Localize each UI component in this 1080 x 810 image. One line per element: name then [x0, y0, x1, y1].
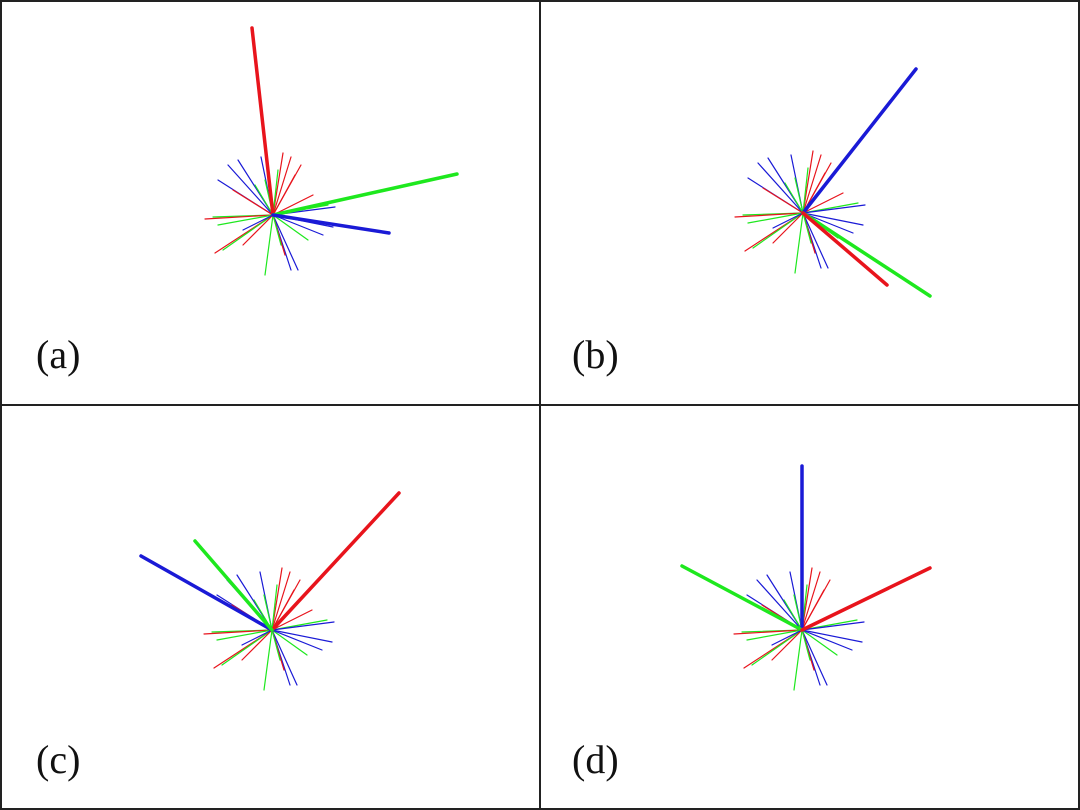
axis-line [800, 566, 932, 632]
axis-line [241, 629, 273, 646]
axis-line [272, 194, 314, 216]
axis-line [271, 584, 278, 631]
axis-line [272, 214, 282, 246]
axis-line [783, 599, 803, 631]
axis-line [263, 629, 273, 691]
axis-line [771, 629, 803, 661]
frames [139, 26, 932, 691]
panel-label: (a) [36, 332, 80, 377]
axis-line [217, 214, 274, 226]
axis-line [271, 629, 308, 656]
axis-line [752, 212, 804, 249]
axis-line [772, 212, 804, 229]
axis-line [271, 609, 313, 631]
axis-line [272, 214, 324, 236]
axis-line [270, 491, 401, 632]
axis-line [264, 214, 274, 276]
axis-line [801, 621, 865, 631]
axis-line [272, 156, 292, 216]
axis-line [232, 189, 274, 216]
axis-line [227, 164, 274, 216]
axis-line [802, 192, 844, 214]
axis-line [801, 589, 825, 631]
axis-line [802, 204, 866, 214]
axis-line [794, 177, 804, 214]
axis-line [204, 214, 274, 220]
axis-line [271, 172, 459, 217]
axis-line [241, 629, 273, 661]
axis-line [271, 629, 333, 643]
axis-line [802, 154, 822, 214]
axis-line [802, 212, 854, 234]
axis-line [801, 629, 838, 656]
axis-line [802, 212, 812, 244]
axis-line [139, 554, 274, 632]
axis-line [802, 167, 809, 214]
axis-line [801, 571, 821, 631]
axis-line [221, 629, 273, 666]
axis-line [801, 629, 828, 686]
panel-label: (c) [36, 737, 80, 782]
axis-line [254, 184, 274, 216]
axis-line [271, 629, 298, 686]
axis-line [250, 26, 275, 217]
axis-line [801, 211, 932, 298]
axis-line [801, 629, 853, 651]
axis-line [801, 211, 889, 287]
axis-line [772, 212, 804, 244]
axis-line [802, 212, 829, 269]
axis-line [193, 539, 274, 632]
axis-line [801, 629, 863, 643]
axis-line [794, 212, 804, 274]
axis-line [733, 629, 803, 635]
axis-line [271, 621, 335, 631]
axis-line [203, 629, 273, 635]
axis-line [802, 212, 864, 226]
axis-line [271, 213, 391, 235]
axis-line [757, 162, 804, 214]
axis-line [271, 629, 281, 661]
axis-line [784, 182, 804, 214]
axis-line [271, 589, 295, 631]
axis-line [793, 629, 803, 691]
axis-line [272, 174, 296, 216]
axis-line [272, 214, 299, 271]
axis-line [801, 67, 918, 215]
axis-line [222, 214, 274, 251]
axis-line [756, 579, 803, 631]
axis-line [746, 629, 803, 641]
axis-line [242, 214, 274, 246]
axis-line [751, 629, 803, 666]
axis-line [272, 214, 309, 241]
axis-line [801, 629, 811, 661]
axis-line [762, 187, 804, 214]
axis-line [216, 629, 273, 641]
axis-line [734, 212, 804, 218]
axis-line [271, 629, 323, 651]
axis-line [771, 629, 803, 646]
axis-line [263, 594, 273, 631]
panel-label: (d) [572, 737, 619, 782]
axis-line [747, 212, 804, 224]
axis-line [242, 214, 274, 231]
panel-label: (b) [572, 332, 619, 377]
axis-line [271, 571, 291, 631]
axis-line [680, 564, 804, 632]
